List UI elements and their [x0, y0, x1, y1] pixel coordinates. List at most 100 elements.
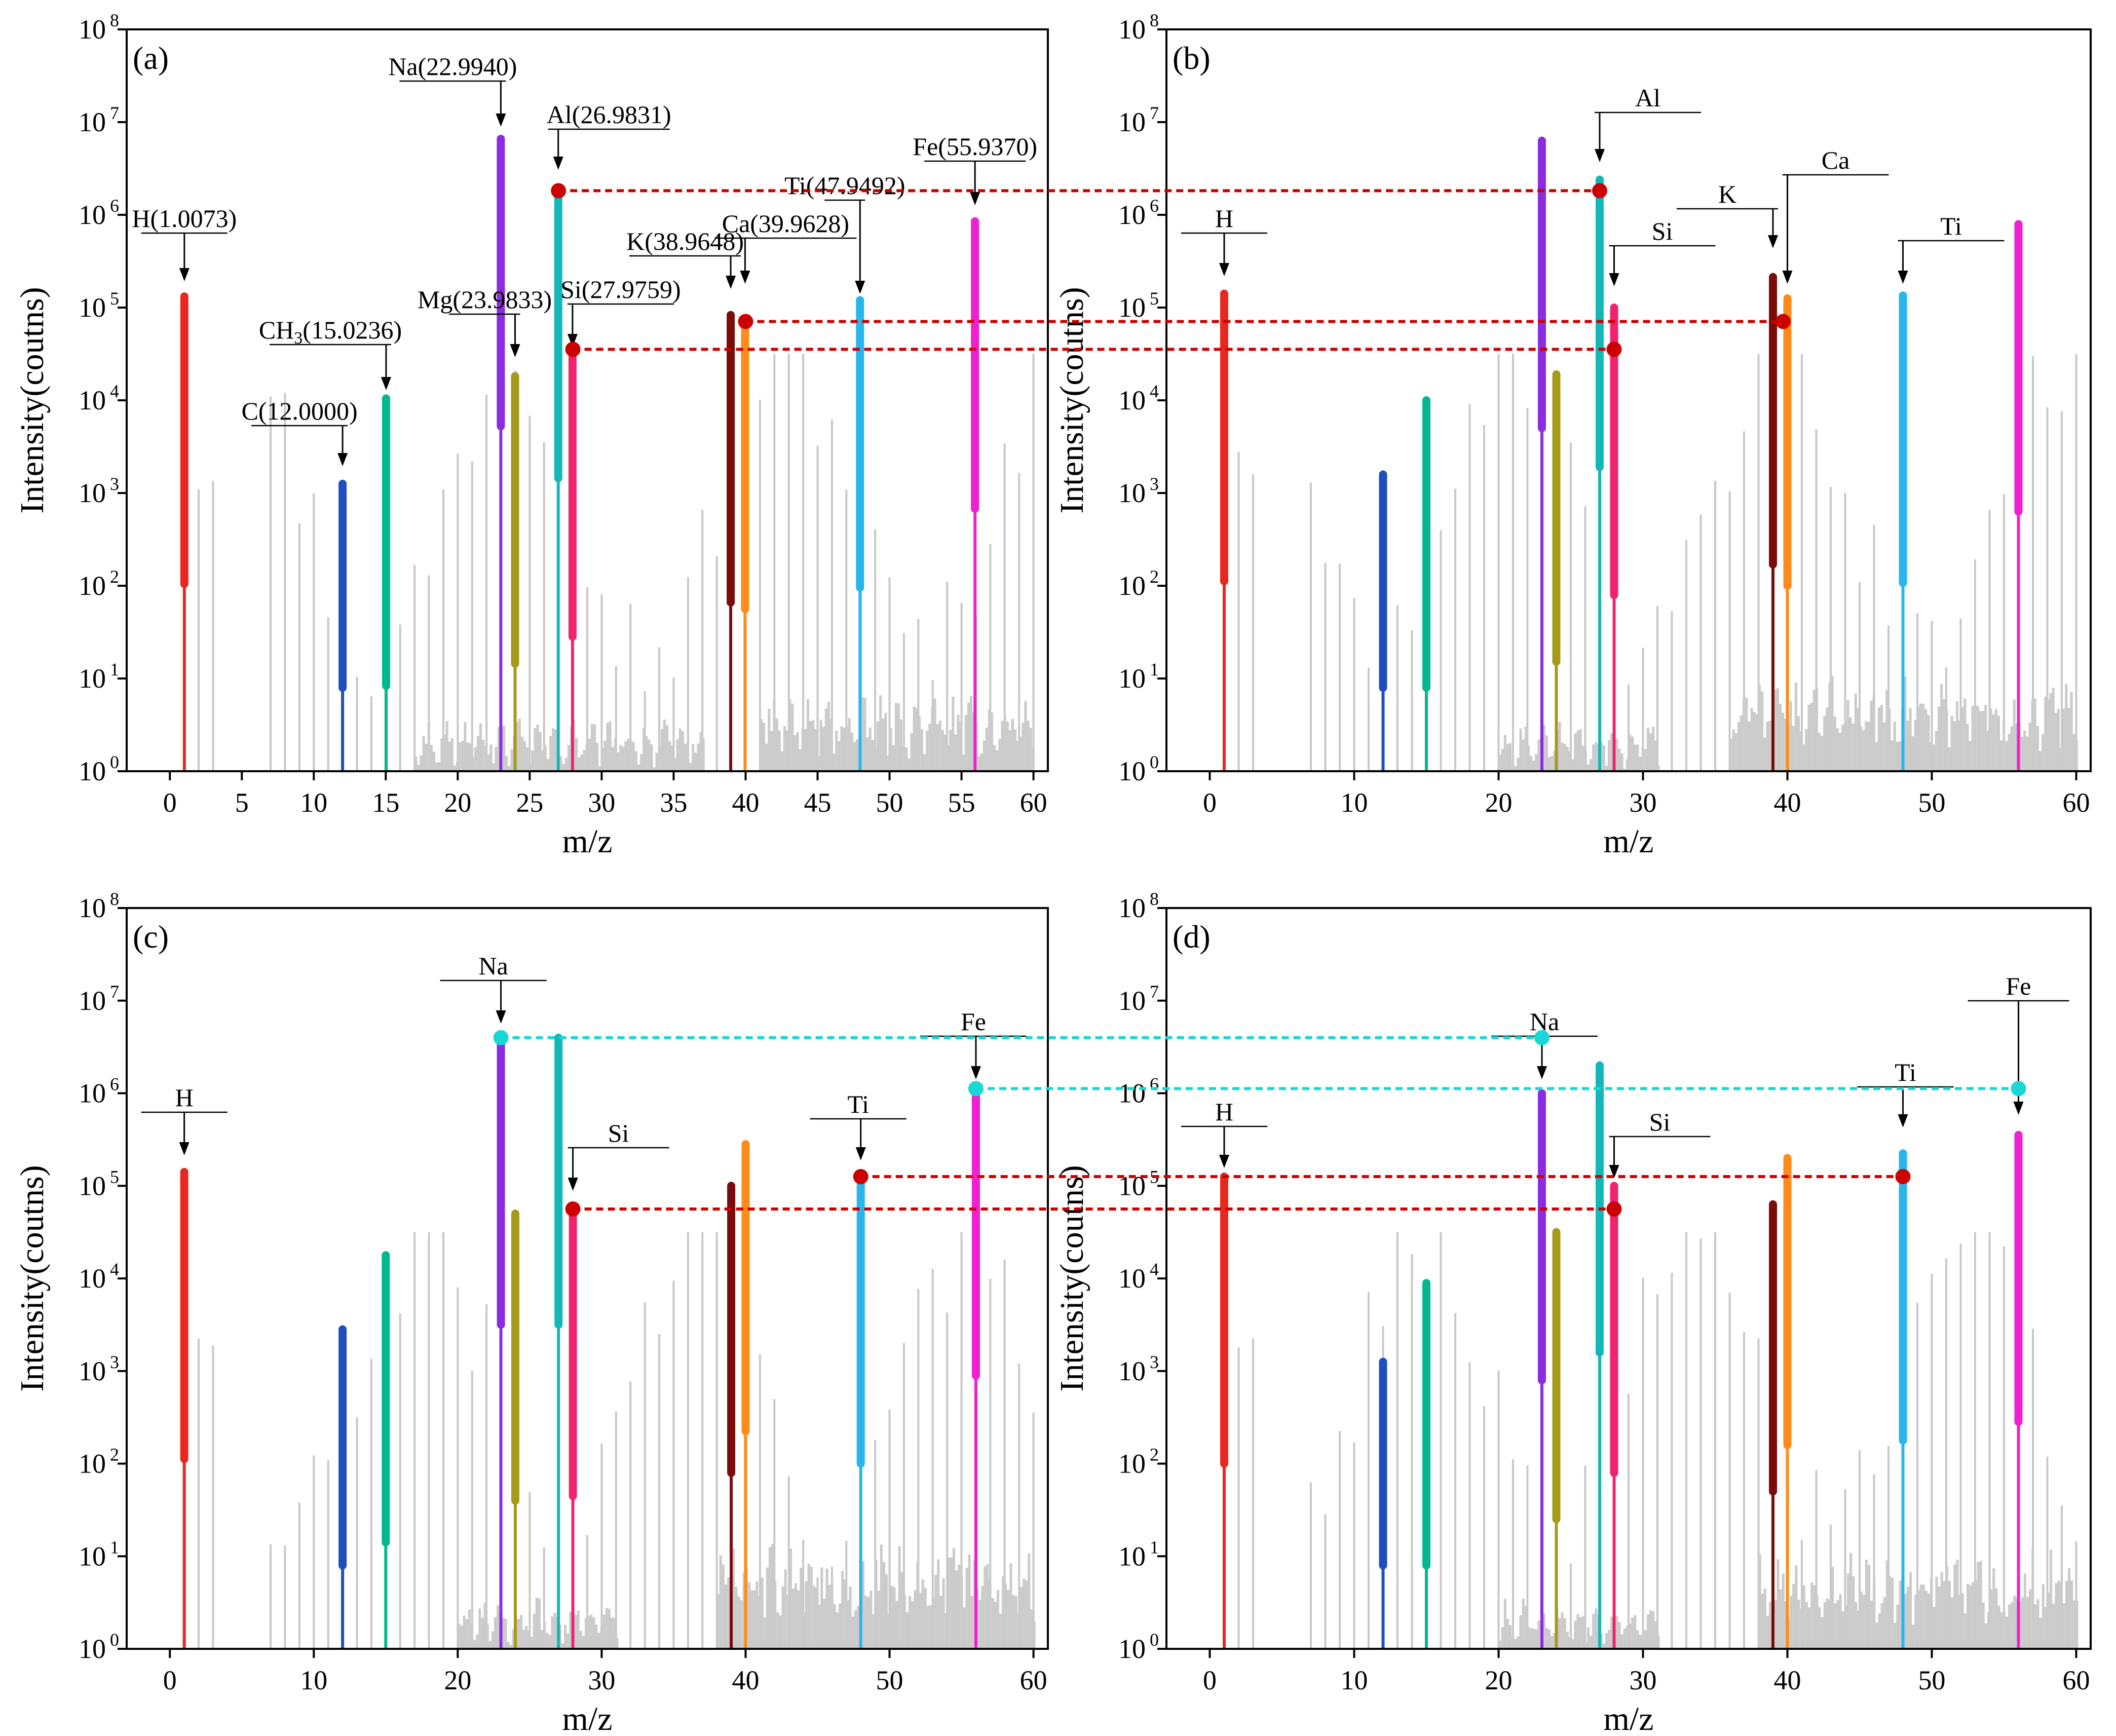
noise-segment: [2026, 736, 2029, 771]
noise-segment: [553, 1612, 556, 1649]
noise-segment: [833, 753, 836, 771]
annotation-arrowhead: [1609, 273, 1619, 286]
noise-segment: [985, 727, 988, 771]
noise-segment: [1569, 751, 1572, 771]
noise-segment: [474, 747, 477, 771]
noise-segment: [1838, 733, 1842, 771]
noise-segment: [1576, 730, 1579, 771]
noise-segment: [692, 744, 695, 771]
noise-segment: [559, 756, 562, 771]
noise-segment: [799, 749, 802, 771]
noise-segment: [1033, 1621, 1036, 1649]
noise-segment: [605, 1607, 608, 1649]
noise-segment: [801, 728, 804, 771]
noise-segment: [1958, 720, 1961, 771]
x-axis: 0 10 20 30 40 50 60: [1203, 771, 2090, 818]
y-tick-exponent: 1: [1150, 1537, 1159, 1557]
annotation-si: Si: [1609, 217, 1716, 286]
noise-segment: [1862, 1595, 1865, 1649]
annotation-si: Si: [1609, 1108, 1711, 1178]
y-tick-exponent: 6: [1150, 196, 1159, 216]
noise-segment: [963, 1607, 966, 1649]
noise-segment: [868, 727, 872, 771]
noise-segment: [1893, 721, 1896, 771]
noise-segment: [1636, 744, 1639, 771]
x-tick-label: 25: [516, 787, 543, 818]
noise-segment: [1997, 715, 2000, 771]
noise-segment: [1777, 1559, 1780, 1649]
noise-segment: [2038, 751, 2042, 771]
noise-segment: [473, 1640, 476, 1649]
noise-segment: [1909, 1572, 1912, 1649]
noise-segment: [716, 1594, 720, 1649]
noise-segment: [448, 741, 451, 771]
noise-segment: [809, 721, 812, 771]
noise-segment: [882, 1562, 886, 1649]
noise-segment: [466, 742, 469, 771]
noise-segment: [1904, 1594, 1907, 1649]
y-tick-exponent: 3: [1150, 1352, 1159, 1372]
noise-segment: [681, 731, 684, 771]
noise-segment: [1834, 1603, 1837, 1649]
annotation-label: Si: [608, 1119, 629, 1147]
noise-segment: [1545, 735, 1548, 771]
noise-segment: [650, 744, 653, 771]
annotation-label: Ti: [1895, 1058, 1916, 1086]
connector-si-a-to-b: [565, 342, 1622, 357]
noise-segment: [978, 1600, 981, 1649]
noise-segment: [778, 730, 781, 771]
noise-segment: [1862, 730, 1865, 771]
noise-segment: [818, 1605, 821, 1649]
noise-segment: [1948, 1581, 1951, 1649]
noise-segment: [687, 742, 690, 771]
noise-segment: [1831, 1567, 1834, 1649]
noise-segment: [1623, 769, 1626, 771]
annotation-label: Si: [1652, 217, 1673, 245]
noise-segment: [1522, 739, 1525, 771]
noise-segment: [1950, 715, 1953, 771]
noise-segment: [1797, 1599, 1800, 1649]
noise-segment: [984, 1566, 987, 1649]
y-axis-label: Intensity(coutns): [14, 287, 51, 513]
noise-segment: [1943, 699, 1946, 771]
noise-segment: [910, 733, 913, 771]
noise-segment: [1506, 744, 1509, 771]
annotation-arrowhead: [1898, 1114, 1908, 1127]
annotation-label-base: CH: [259, 316, 294, 344]
noise-segment: [627, 738, 630, 771]
noise-segment: [1610, 733, 1613, 771]
noise-segment: [420, 755, 423, 771]
y-tick-label: 10: [1118, 756, 1146, 786]
annotation-arrowhead: [1782, 271, 1793, 284]
noise-segment: [779, 1615, 782, 1649]
noise-segment: [983, 740, 986, 771]
y-tick-exponent: 2: [1150, 567, 1159, 587]
y-tick-label: 10: [79, 986, 106, 1016]
noise-segment: [510, 749, 513, 771]
x-tick-label: 0: [163, 1665, 177, 1695]
noise-segment: [1844, 722, 1847, 771]
noise-segment: [781, 1586, 784, 1649]
annotation-arrowhead: [970, 192, 980, 205]
noise-segment: [1620, 753, 1623, 771]
noise-segment: [702, 738, 705, 771]
noise-segment: [871, 740, 874, 771]
noise-segment: [582, 1636, 585, 1649]
noise-segment: [1019, 736, 1022, 771]
noise-segment: [1953, 1564, 1956, 1649]
noise-segment: [1873, 1577, 1876, 1649]
noise-segment: [1992, 1568, 1995, 1649]
noise-segment: [1028, 1553, 1031, 1649]
noise-segment: [1885, 690, 1888, 771]
noise-segment: [856, 1606, 859, 1649]
noise-segment: [427, 723, 430, 771]
noise-segment: [1945, 710, 1948, 771]
noise-segment: [1519, 728, 1522, 771]
noise-segment: [1922, 704, 1925, 771]
annotation-arrowhead: [970, 1066, 981, 1079]
annotation-arrowhead: [568, 1178, 578, 1191]
noise-segment: [898, 1546, 901, 1649]
noise-segment: [540, 1630, 544, 1649]
noise-segment: [1755, 714, 1758, 771]
